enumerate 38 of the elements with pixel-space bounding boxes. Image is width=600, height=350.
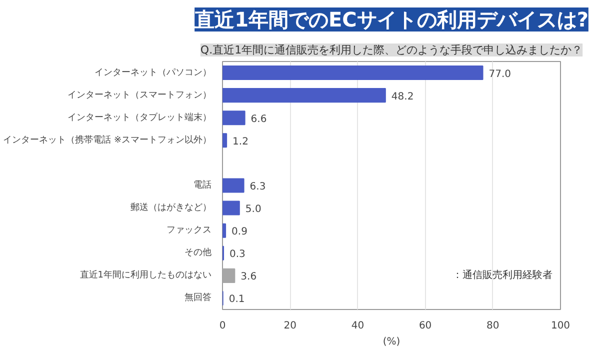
data-label: 1.2 (232, 136, 248, 148)
y-tick-label: 電話 (194, 180, 212, 190)
y-tick-label: 直近1年間に利用したものはない (80, 270, 212, 281)
bar (222, 223, 226, 238)
y-tick-label: ファックス (166, 226, 212, 236)
y-tick-label: その他 (184, 247, 212, 258)
data-label: 0.1 (228, 294, 245, 306)
y-tick-label: 無回答 (184, 292, 212, 304)
y-tick-label: インターネット（パソコン） (94, 68, 212, 78)
x-tick-label: 100 (550, 320, 570, 332)
bar (222, 268, 236, 283)
chart-title: 直近1年間でのECサイトの利用デバイスは? (194, 8, 588, 32)
bar (222, 200, 240, 216)
data-label: 6.6 (250, 114, 267, 125)
data-label: 5.0 (245, 204, 262, 216)
y-tick-label: インターネット（タブレット端末） (68, 112, 212, 123)
x-tick-label: 80 (486, 320, 500, 332)
y-tick-label: インターネット（スマートフォン） (68, 90, 212, 100)
bar (222, 133, 228, 148)
x-tick-label: 20 (284, 320, 296, 332)
x-axis-title: (%) (382, 336, 400, 348)
data-label: 48.2 (391, 91, 414, 102)
bar (222, 66, 484, 80)
x-tick-label: 60 (418, 320, 432, 332)
bar (222, 178, 244, 193)
data-label: 0.3 (230, 249, 246, 260)
bar (222, 110, 246, 126)
data-label: 77.0 (488, 68, 512, 80)
y-tick-label: インターネット（携帯電話 ※スマートフォン以外） (3, 134, 212, 146)
x-tick-label: 40 (351, 320, 364, 332)
data-label: 3.6 (240, 272, 257, 283)
bar (222, 88, 386, 103)
chart-subtitle: Q.直近1年間に通信販売を利用した際、どのような手段で申し込みましたか？ (200, 44, 583, 56)
data-label: 6.3 (250, 182, 266, 192)
y-tick-label: 郵送（はがきなど） (130, 202, 212, 214)
annotation: ：通信販売利用経験者 (452, 269, 552, 282)
data-label: 0.9 (232, 226, 248, 238)
x-tick-label: 0 (219, 320, 226, 332)
